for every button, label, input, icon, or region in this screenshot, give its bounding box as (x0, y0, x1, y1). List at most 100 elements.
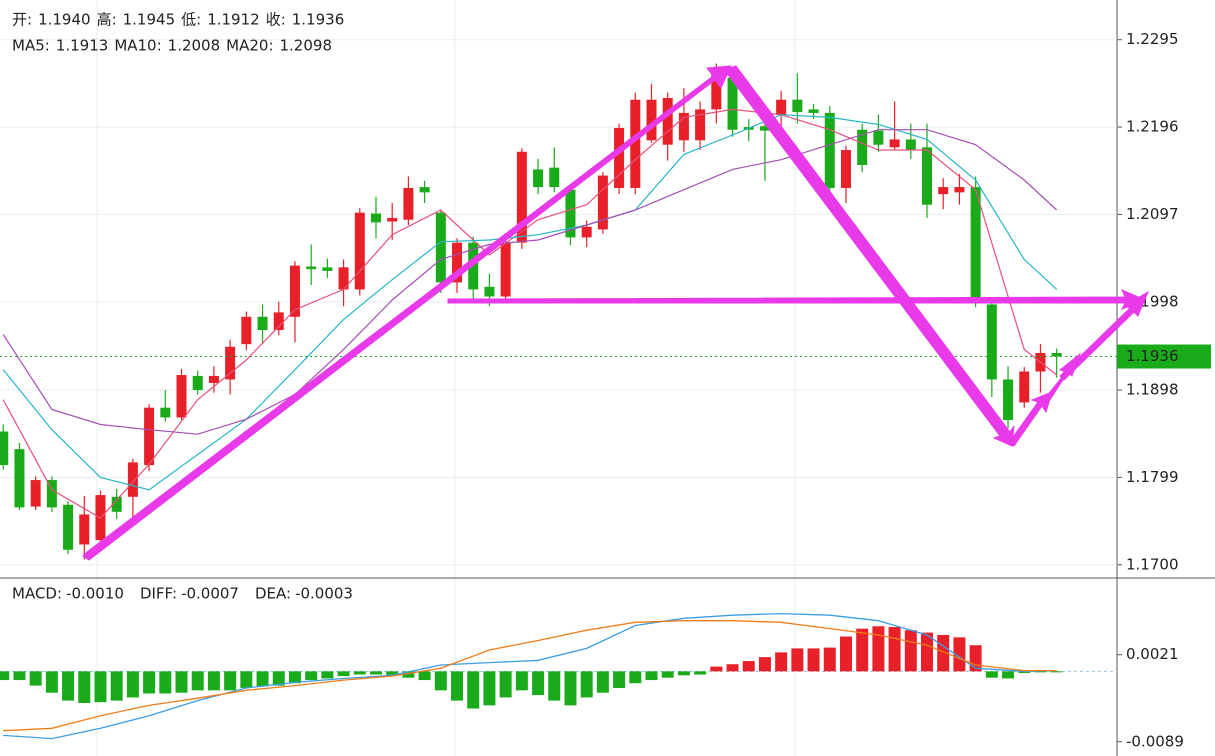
macd-bar (272, 671, 285, 686)
macd-bar (305, 671, 318, 681)
candle-body (419, 187, 430, 193)
macd-bar (677, 671, 690, 676)
macd-bar (402, 671, 415, 678)
candle-body (614, 127, 625, 188)
macd-bar (613, 671, 626, 688)
macd-bar (78, 671, 91, 703)
candle-body (873, 130, 884, 145)
macd-bar (240, 671, 253, 688)
trend-arrow-up (82, 65, 732, 561)
last-price-label: 1.1936 (1126, 347, 1179, 365)
macd-bar (548, 671, 561, 701)
candle-body (30, 480, 41, 507)
candle-body (970, 187, 981, 298)
candle-body (484, 286, 495, 297)
macd-bar (418, 671, 431, 681)
legend-text: 1.1913 (56, 37, 109, 55)
macd-bar (94, 671, 107, 703)
macd-bar (661, 671, 674, 678)
macd-bar (175, 671, 188, 693)
candle-body (370, 213, 381, 223)
candle-body (1003, 379, 1014, 421)
y-tick-label: 1.1898 (1126, 381, 1179, 399)
legend-text: 低: (181, 11, 201, 29)
macd-bar (985, 671, 998, 678)
macd-bar (888, 627, 901, 672)
legend-text: -0.0010 (66, 585, 124, 603)
macd-bar (710, 666, 723, 672)
candle-body (662, 97, 673, 145)
macd-bar (694, 671, 707, 675)
candle-body (322, 267, 333, 271)
candle-body (192, 375, 203, 391)
candle-body (857, 129, 868, 166)
macd-bar (742, 661, 755, 672)
legend-text: 开: (12, 11, 32, 29)
legend-text: 1.2008 (168, 37, 221, 55)
macd-bar (904, 630, 917, 672)
candle-body (354, 212, 365, 290)
macd-bar (45, 671, 58, 693)
legend-text: DEA: (255, 585, 291, 603)
y-tick-label: -0.0089 (1126, 732, 1184, 750)
candle-body (808, 109, 819, 113)
candle-body (144, 407, 155, 466)
macd-bar (1050, 671, 1063, 673)
rebound-arrow (1059, 290, 1150, 381)
macd-bar (434, 671, 447, 691)
macd-bar (191, 671, 204, 691)
candle-body (403, 187, 414, 220)
macd-bar (337, 671, 350, 677)
legend-text: MACD: (12, 585, 62, 603)
candle-body (597, 175, 608, 230)
candle-body (678, 112, 689, 141)
candle-body (824, 112, 835, 188)
candle-body (46, 480, 57, 508)
candle-body (792, 99, 803, 113)
macd-bar (1034, 671, 1047, 673)
candle-body (565, 189, 576, 238)
macd-bar (807, 648, 820, 672)
macd-bar (288, 671, 301, 684)
macd-bar (645, 671, 658, 681)
macd-line (3, 612, 1057, 740)
legend-text: MA5: (12, 37, 50, 55)
candle-body (273, 312, 284, 331)
macd-bar (758, 657, 771, 672)
macd-bar (467, 671, 480, 709)
candle-body (905, 139, 916, 151)
candle-body (695, 109, 706, 141)
candle-body (338, 267, 349, 290)
candle-body (225, 346, 236, 380)
legend-text: 1.2098 (280, 37, 333, 55)
candle-body (160, 407, 171, 418)
last-price-box (1117, 344, 1211, 369)
vertical-grid (96, 0, 796, 756)
candle-body (435, 212, 446, 283)
trend-arrow-down (725, 65, 1015, 447)
candle-body (922, 147, 933, 205)
candle-body (14, 449, 25, 508)
legend-text: 1.1940 (38, 11, 91, 29)
candle-body (549, 167, 560, 188)
candle-body (646, 99, 657, 141)
y-tick-label: 1.2196 (1126, 118, 1179, 136)
legend-text: 1.1945 (123, 11, 176, 29)
candle-body (289, 265, 300, 317)
candle-body (581, 226, 592, 238)
candle-body (938, 187, 949, 195)
macd-bar (791, 648, 804, 672)
candle-body (500, 242, 511, 297)
macd-bar (386, 671, 399, 676)
macd-bar (839, 636, 852, 672)
macd-bar (110, 671, 123, 701)
candle-body (452, 242, 463, 283)
macd-bar (0, 671, 10, 681)
y-tick-label: 0.0021 (1126, 645, 1179, 663)
macd-bar (13, 671, 26, 681)
candle-body (840, 150, 851, 188)
annotations (82, 65, 1150, 561)
macd-bar (629, 671, 642, 684)
candle-body (241, 316, 252, 345)
